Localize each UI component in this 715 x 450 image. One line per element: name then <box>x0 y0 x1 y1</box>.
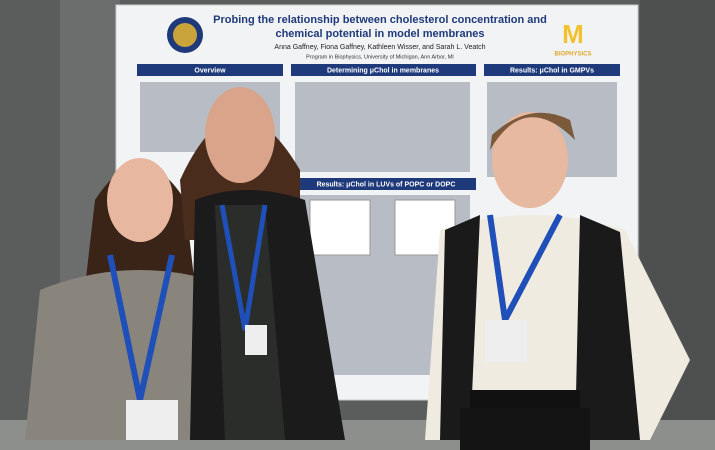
vest <box>440 215 640 440</box>
poster-title: Probing the relationship between cholest… <box>213 14 547 26</box>
section-title: Overview <box>194 67 226 74</box>
plot <box>309 199 371 256</box>
face <box>107 158 173 242</box>
hair <box>490 112 575 150</box>
belt <box>470 390 580 408</box>
section-header <box>297 178 476 190</box>
section-header <box>484 64 620 76</box>
badge <box>245 325 267 355</box>
section-header <box>137 64 283 76</box>
section-title: Determining μChol in membranes <box>327 67 439 74</box>
badge <box>485 320 527 362</box>
face <box>205 87 275 183</box>
pants <box>460 408 590 450</box>
section-header <box>291 64 476 76</box>
badge <box>126 400 178 440</box>
poster-authors: Anna Gaffney, Fiona Gaffney, Kathleen Wi… <box>274 44 485 51</box>
section-title: Results: μChol in LUVs of POPC or DOPC <box>317 181 456 188</box>
face <box>492 112 568 208</box>
logo-m: M <box>562 19 584 49</box>
poster-affiliation: Program in Biophysics, University of Mic… <box>306 54 454 60</box>
section-title: Results: μChol in GMPVs <box>510 67 594 74</box>
poster-title: chemical potential in model membranes <box>275 28 484 40</box>
logo-text: BIOPHYSICS <box>554 52 591 58</box>
seal-inner <box>173 23 197 47</box>
